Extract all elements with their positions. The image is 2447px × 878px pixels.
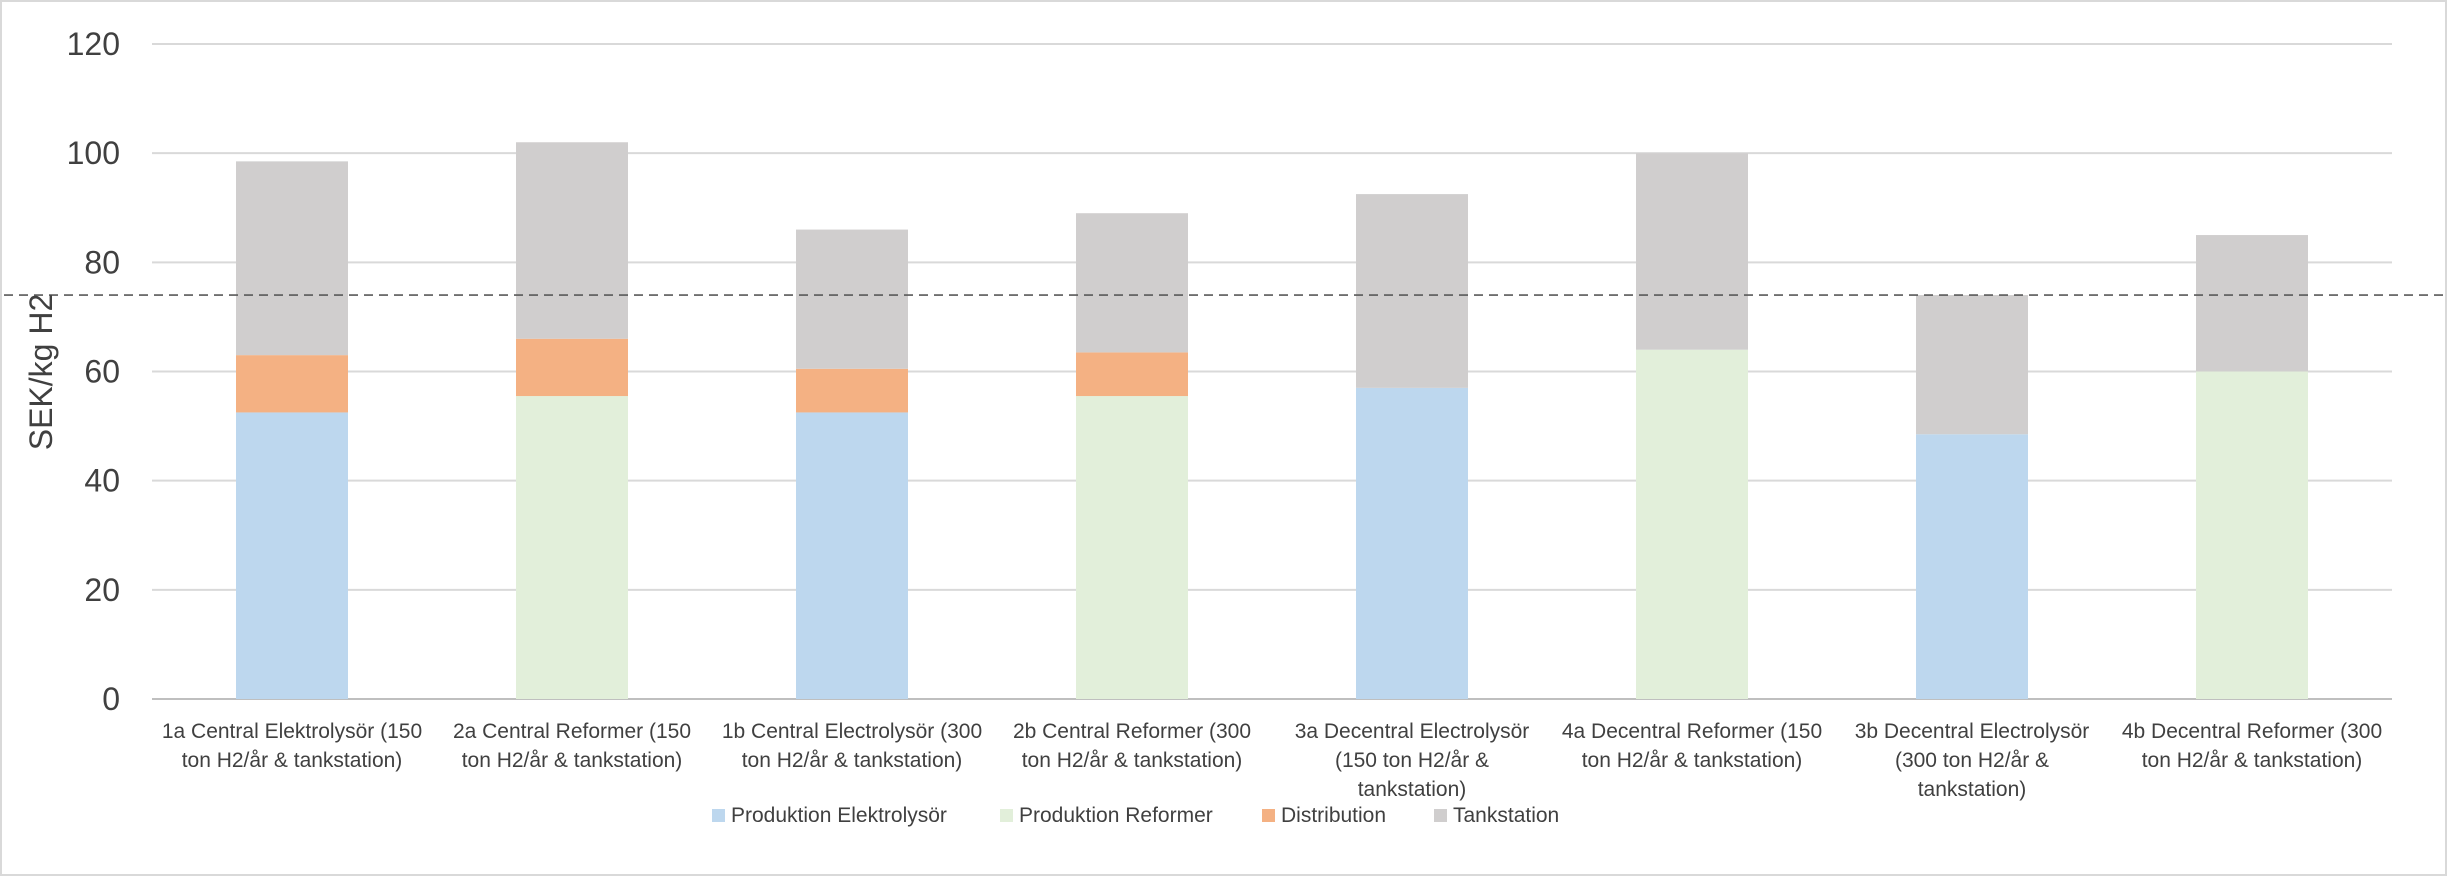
bars: Produktion Elektrolysör: 52.5Distributio… bbox=[236, 142, 2308, 699]
y-tick-label: 20 bbox=[84, 572, 120, 608]
x-category-label: 3b Decentral Electrolysör (300 ton H2/år … bbox=[1855, 720, 2090, 801]
y-axis-ticks: 0 20 40 60 80 100 120 bbox=[67, 26, 120, 717]
bar-segment: Produktion Elektrolysör: 52.5 bbox=[236, 412, 348, 699]
bar-segment: Tankstation: 25.5 bbox=[796, 229, 908, 369]
legend-swatch bbox=[712, 809, 725, 822]
legend-label: Produktion Elektrolysör bbox=[731, 804, 947, 827]
y-tick-label: 0 bbox=[102, 681, 120, 717]
bar-segment: Tankstation: 36 bbox=[516, 142, 628, 339]
bar-segment: Tankstation: 25 bbox=[2196, 235, 2308, 372]
x-category-label: 1b Central Electrolysör (300 ton H2/år & … bbox=[722, 720, 982, 772]
y-tick-label: 120 bbox=[67, 26, 120, 62]
bar-segment: Distribution: 8 bbox=[796, 368, 908, 413]
bar-segment: Distribution: 8 bbox=[1076, 352, 1188, 397]
bar-segment: Distribution: 10.5 bbox=[516, 338, 628, 397]
bar-segment: Tankstation: 35.5 bbox=[236, 161, 348, 356]
bar-segment: Produktion Reformer: 55.5 bbox=[1076, 396, 1188, 699]
x-category-label: 4a Decentral Reformer (150 ton H2/år & ta… bbox=[1562, 720, 1822, 772]
y-axis-label: SEK/kg H2 bbox=[23, 294, 59, 451]
bar-segment: Distribution: 10.5 bbox=[236, 355, 348, 413]
y-tick-label: 60 bbox=[84, 354, 120, 390]
x-category-label: 2a Central Reformer (150 ton H2/år & tank… bbox=[453, 720, 691, 772]
y-tick-label: 40 bbox=[84, 463, 120, 499]
legend-swatch bbox=[1262, 809, 1275, 822]
legend-label: Produktion Reformer bbox=[1019, 804, 1213, 827]
legend-swatch bbox=[1434, 809, 1447, 822]
bar-segment: Produktion Elektrolysör: 52.5 bbox=[796, 412, 908, 699]
y-tick-label: 100 bbox=[67, 135, 120, 171]
legend-label: Tankstation bbox=[1453, 804, 1559, 827]
bar-segment: Tankstation: 35.5 bbox=[1356, 194, 1468, 388]
legend-swatch bbox=[1000, 809, 1013, 822]
x-category-label: 4b Decentral Reformer (300 ton H2/år & ta… bbox=[2122, 720, 2382, 772]
bar-segment: Produktion Elektrolysör: 57 bbox=[1356, 387, 1468, 699]
legend: Produktion Elektrolysör Produktion Reform… bbox=[712, 804, 1559, 827]
legend-label: Distribution bbox=[1281, 804, 1386, 827]
x-category-label: 3a Decentral Electrolysör (150 ton H2/år … bbox=[1295, 720, 1530, 801]
x-category-label: 1a Central Elektrolysör (150 ton H2/år & … bbox=[162, 720, 422, 772]
x-category-label: 2b Central Reformer (300 ton H2/år & tank… bbox=[1013, 720, 1251, 772]
bar-segment: Produktion Reformer: 64 bbox=[1636, 349, 1748, 699]
x-axis-categories: 1a Central Elektrolysör (150 ton H2/år & … bbox=[162, 720, 2382, 801]
y-tick-label: 80 bbox=[84, 244, 120, 280]
bar-segment: Produktion Elektrolysör: 48.5 bbox=[1916, 434, 2028, 699]
bar-segment: Produktion Reformer: 60 bbox=[2196, 371, 2308, 699]
gridlines bbox=[152, 43, 2392, 700]
bar-segment: Tankstation: 25.5 bbox=[1916, 295, 2028, 435]
bar-segment: Tankstation: 25.5 bbox=[1076, 213, 1188, 353]
bar-segment: Tankstation: 36 bbox=[1636, 153, 1748, 350]
bar-segment: Produktion Reformer: 55.5 bbox=[516, 396, 628, 699]
